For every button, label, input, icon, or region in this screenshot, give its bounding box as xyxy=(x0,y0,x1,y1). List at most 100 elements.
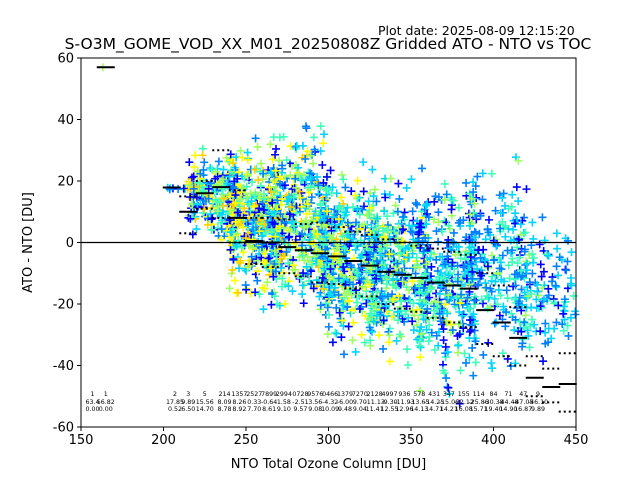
scatter-point xyxy=(225,192,234,201)
scatter-point xyxy=(435,289,444,298)
scatter-point xyxy=(541,319,550,328)
scatter-point xyxy=(282,156,291,165)
scatter-point xyxy=(353,289,362,298)
scatter-point xyxy=(503,354,512,363)
bin-annotation-text: 0.00 xyxy=(86,406,100,413)
scatter-point xyxy=(527,303,536,312)
scatter-point xyxy=(334,290,343,299)
scatter-point xyxy=(402,183,411,192)
scatter-point xyxy=(536,260,545,269)
scatter-point xyxy=(415,295,424,304)
y-axis: -60 -40 -20 0 20 40 60 xyxy=(53,52,81,436)
scatter-point xyxy=(280,181,289,190)
scatter-point xyxy=(337,333,346,342)
scatter-point xyxy=(289,261,298,270)
scatter-point xyxy=(329,259,338,268)
scatter-point xyxy=(512,183,521,192)
scatter-point xyxy=(267,264,276,273)
scatter-point xyxy=(282,248,291,257)
scatter-point xyxy=(525,278,534,287)
bin-annotation-text: -9.30 xyxy=(381,399,397,406)
scatter-point xyxy=(386,174,395,183)
scatter-point xyxy=(303,147,312,156)
scatter-point xyxy=(260,258,269,267)
bin-annotation-text: 8.26 xyxy=(232,399,246,406)
scatter-point xyxy=(247,289,256,298)
scatter-point xyxy=(269,272,278,281)
scatter-point xyxy=(328,338,337,347)
scatter-point xyxy=(454,203,463,212)
scatter-point xyxy=(396,248,405,257)
scatter-point xyxy=(537,272,546,281)
scatter-point xyxy=(426,254,435,263)
x-tick-label: 350 xyxy=(399,433,424,448)
scatter-point xyxy=(478,169,487,178)
bin-annotation-text: 6.50 xyxy=(181,406,195,413)
scatter-point xyxy=(443,383,452,392)
scatter-point xyxy=(334,256,343,265)
scatter-point xyxy=(440,195,449,204)
scatter-point xyxy=(227,269,236,278)
scatter-point xyxy=(408,306,417,315)
scatter-point xyxy=(217,225,226,234)
scatter-point xyxy=(437,282,446,291)
scatter-point xyxy=(440,306,449,315)
scatter-point xyxy=(419,315,428,324)
bin-annotation-text: 84 xyxy=(489,391,497,398)
scatter-point xyxy=(394,291,403,300)
scatter-point xyxy=(199,208,208,217)
scatter-point xyxy=(303,183,312,192)
scatter-point xyxy=(291,174,300,183)
scatter-point xyxy=(553,244,562,253)
scatter-point xyxy=(395,330,404,339)
scatter-point xyxy=(255,204,264,213)
scatter-point xyxy=(314,189,323,198)
scatter-point xyxy=(510,270,519,279)
bin-annotation-text: 155 xyxy=(458,391,470,398)
scatter-point xyxy=(385,250,394,259)
scatter-point xyxy=(400,208,409,217)
scatter-point xyxy=(494,269,503,278)
scatter-point xyxy=(486,284,495,293)
scatter-point xyxy=(411,269,420,278)
plot-date: Plot date: 2025-08-09 12:15:20 xyxy=(378,23,575,38)
scatter-point xyxy=(229,255,238,264)
scatter-point xyxy=(369,317,378,326)
scatter-point xyxy=(335,205,344,214)
x-tick-label: 200 xyxy=(151,433,176,448)
scatter-point xyxy=(256,190,265,199)
bin-annotation-text: 9.04 xyxy=(353,406,367,413)
scatter-point xyxy=(412,321,421,330)
scatter-point xyxy=(535,240,544,249)
scatter-point xyxy=(399,225,408,234)
scatter-point xyxy=(213,223,222,232)
bin-annotation-text: 2527 xyxy=(246,391,262,398)
scatter-point xyxy=(418,300,427,309)
scatter-point xyxy=(487,359,496,368)
scatter-point xyxy=(478,299,487,308)
scatter-point xyxy=(540,295,549,304)
scatter-point xyxy=(452,292,461,301)
bin-annotation-text: 14.70 xyxy=(196,406,214,413)
scatter-point xyxy=(467,194,476,203)
bin-annotation-text: 12.96 xyxy=(395,406,413,413)
scatter-point xyxy=(445,389,454,398)
scatter-point xyxy=(348,273,357,282)
scatter-point xyxy=(286,227,295,236)
scatter-point xyxy=(477,271,486,280)
scatter-point xyxy=(496,258,505,267)
scatter-point xyxy=(514,299,523,308)
scatter-point xyxy=(454,218,463,227)
scatter-point xyxy=(567,248,576,257)
scatter-point xyxy=(268,155,277,164)
scatter-point xyxy=(337,170,346,179)
scatter-point xyxy=(442,286,451,295)
scatter-point xyxy=(359,187,368,196)
scatter-point xyxy=(199,165,208,174)
x-axis: 150 200 250 300 350 400 450 xyxy=(69,427,588,448)
scatter-point xyxy=(365,280,374,289)
scatter-point xyxy=(516,230,525,239)
bin-annotation-text: -30.38 xyxy=(483,399,503,406)
bin-annotation-text: 9576 xyxy=(307,391,323,398)
scatter-point xyxy=(242,182,251,191)
